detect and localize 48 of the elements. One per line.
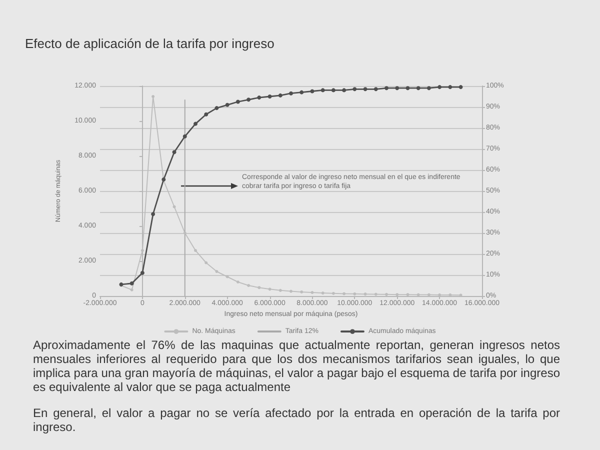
point [448,85,452,90]
point [182,134,187,138]
point [130,288,134,292]
point [130,281,134,286]
point [458,85,463,90]
point [258,286,261,290]
point [448,293,452,296]
point [204,112,208,116]
point [246,98,251,102]
point [268,94,272,98]
point [406,86,410,90]
point [268,288,272,291]
point [395,86,400,90]
point [290,290,292,293]
point [204,261,208,264]
point [278,288,282,292]
point [426,86,431,90]
point [352,87,357,92]
point [342,88,346,92]
point [310,89,314,94]
point [331,88,336,92]
point [257,96,262,100]
point [320,88,325,92]
text: Aproximadamente el 76% de las maquinas que actualmente reportan, generan ingresos netos mensuales inferiores al requerido para que los dos mecanismos tarifarios sean iguales, lo que implica para una gran mayoría de máquinas, el valor a pagar bajo el esquema de tarifa por ingreso es equivalente al valor que se paga actualmente [33,338,560,394]
point [278,93,282,98]
point [236,100,240,104]
point [215,270,218,273]
point [214,106,219,110]
point [300,90,304,94]
point [172,205,176,208]
point [416,86,420,90]
point [363,87,368,92]
point [438,85,442,90]
point [342,292,346,296]
point [172,150,176,154]
text: En general, el valor a pagar no se vería afectado por la entrada en operación de la tarifa por ingreso. [33,406,560,434]
point [151,212,156,216]
point [289,91,293,96]
point [140,270,144,275]
point [225,102,230,107]
point [374,87,378,92]
point [384,86,388,90]
point [438,293,442,296]
chart-title: Efecto de aplicación de la tarifa por ingreso [25,36,274,51]
point [364,292,367,296]
point [353,292,356,296]
point [194,122,198,126]
point [374,292,378,296]
